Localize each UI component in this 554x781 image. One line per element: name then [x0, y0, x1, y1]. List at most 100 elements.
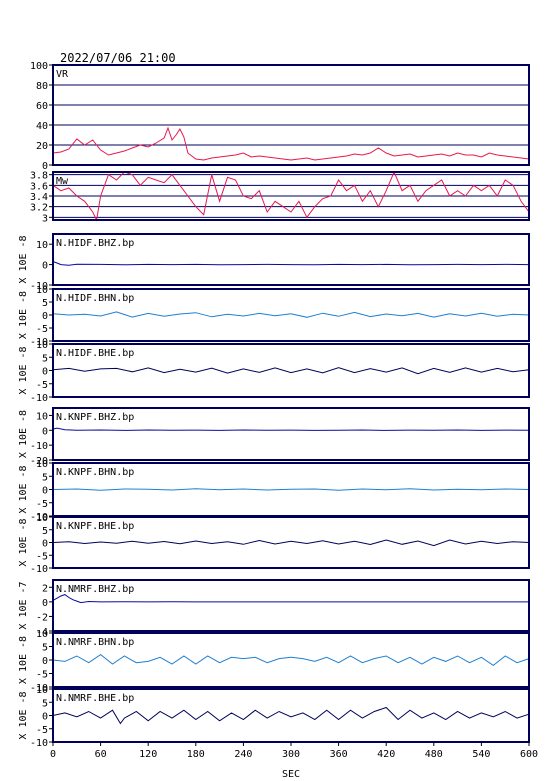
y-axis-label: X 10E -8: [18, 235, 29, 283]
panel-label: VR: [56, 69, 69, 80]
y-tick-label: 10: [36, 285, 48, 296]
y-tick-label: 0: [42, 539, 48, 550]
y-tick-label: 10: [36, 513, 48, 524]
y-tick-label: -4: [36, 627, 48, 638]
panel-6: -10 -5 0 5 10 N.KNPF.BHN.bp X 10E -8: [18, 459, 530, 523]
panel-9: -10 -5 0 5 10 N.NMRF.BHN.bp X 10E -8: [18, 629, 530, 694]
x-tick-label: 420: [377, 749, 395, 760]
y-tick-label: -5: [36, 499, 48, 510]
y-tick-label: 10: [36, 459, 48, 470]
y-tick-label: -2: [36, 612, 48, 623]
y-tick-label: 3.4: [30, 192, 48, 203]
y-tick-label: 2: [42, 583, 48, 594]
x-tick-label: 480: [425, 749, 443, 760]
y-tick-label: 5: [42, 353, 48, 364]
y-tick-label: 3: [42, 213, 48, 224]
y-tick-label: 10: [36, 411, 48, 422]
series-line-N.KNPF.BHN.bp: [52, 488, 530, 491]
panel-0: 0 20 40 60 80 100 VR: [30, 61, 530, 172]
x-tick-label: 180: [187, 749, 205, 760]
y-tick-label: 0: [42, 656, 48, 667]
panel-label: N.KNPF.BHN.bp: [56, 467, 134, 478]
y-axis-label: X 10E -8: [18, 518, 29, 566]
y-tick-label: 80: [36, 81, 48, 92]
y-tick-label: -5: [36, 670, 48, 681]
panel-4: -10 -5 0 5 10 N.HIDF.BHE.bp X 10E -8: [18, 340, 530, 404]
y-tick-label: 5: [42, 472, 48, 483]
y-tick-label: -10: [30, 281, 48, 292]
y-tick-label: 0: [42, 486, 48, 497]
series-line-N.NMRF.BHN.bp: [52, 653, 530, 667]
series-line-N.NMRF.BHE.bp: [52, 706, 530, 725]
panel-label: N.HIDF.BHZ.bp: [56, 238, 134, 249]
x-tick-label: 540: [472, 749, 490, 760]
y-tick-label: 100: [30, 61, 48, 72]
panel-label: N.NMRF.BHN.bp: [56, 637, 134, 648]
y-tick-label: 5: [42, 298, 48, 309]
panel-label: N.NMRF.BHZ.bp: [56, 584, 134, 595]
y-axis-label: X 10E -8: [18, 465, 29, 513]
y-axis-label: X 10E -8: [18, 691, 29, 739]
y-tick-label: 0: [42, 367, 48, 378]
panel-frame: [52, 64, 530, 166]
y-tick-label: 0: [42, 426, 48, 437]
x-axis-label: SEC: [282, 769, 300, 780]
y-tick-label: -10: [30, 512, 48, 523]
y-tick-label: -10: [30, 738, 48, 749]
y-axis-label: X 10E -8: [18, 291, 29, 339]
panel-10: -10 -5 0 5 10 N.NMRF.BHE.bp X 10E -8: [18, 685, 530, 749]
y-tick-label: 10: [36, 685, 48, 696]
series-line-N.KNPF.BHZ.bp: [52, 427, 530, 431]
panel-label: N.HIDF.BHN.bp: [56, 293, 134, 304]
panel-2: -10 0 10 N.HIDF.BHZ.bp X 10E -8: [18, 233, 530, 292]
x-tick-label: 120: [139, 749, 157, 760]
y-tick-label: 3.6: [30, 181, 48, 192]
y-tick-label: -10: [30, 337, 48, 348]
panel-1: 33.23.43.63.8 Mw: [30, 171, 530, 224]
y-axis-label: X 10E -8: [18, 346, 29, 394]
x-tick-label: 240: [234, 749, 252, 760]
y-tick-label: 10: [36, 629, 48, 640]
y-tick-label: -5: [36, 324, 48, 335]
series-line-N.HIDF.BHE.bp: [52, 367, 530, 375]
y-tick-label: 5: [42, 643, 48, 654]
panel-label: N.HIDF.BHE.bp: [56, 348, 134, 359]
y-tick-label: 3.8: [30, 171, 48, 182]
y-tick-label: 5: [42, 526, 48, 537]
y-tick-label: 0: [42, 598, 48, 609]
panel-frame: [52, 579, 530, 632]
panel-7: -10 -50 5 10 N.KNPF.BHE.bp X 10E -8: [18, 513, 530, 575]
panel-label: N.KNPF.BHE.bp: [56, 521, 134, 532]
y-tick-label: 0: [42, 712, 48, 723]
x-tick-label: 300: [282, 749, 300, 760]
x-tick-label: 360: [330, 749, 348, 760]
x-axis: 0 60 120 180 240 300 360 420 480 540 600: [50, 742, 538, 760]
y-tick-label: 10: [36, 340, 48, 351]
panel-frame: [52, 407, 530, 461]
y-tick-label: 10: [36, 240, 48, 251]
x-tick-label: 60: [95, 749, 107, 760]
panel-8: -4 -2 0 2 N.NMRF.BHZ.bp X 10E -7: [18, 579, 530, 638]
y-axis-label: X 10E -8: [18, 410, 29, 458]
y-tick-label: 3.2: [30, 203, 48, 214]
series-line-N.KNPF.BHE.bp: [52, 539, 530, 547]
series-line-N.HIDF.BHZ.bp: [52, 261, 530, 266]
panel-3: -10 -5 0 5 10 N.HIDF.BHN.bp X 10E -8: [18, 285, 530, 348]
panel-5: -20 -10 0 10 N.KNPF.BHZ.bp X 10E -8: [18, 407, 530, 467]
y-tick-label: -10: [30, 441, 48, 452]
x-tick-label: 0: [50, 749, 56, 760]
y-tick-label: -20: [30, 456, 48, 467]
series-line-VR: [52, 126, 530, 161]
series-line-N.NMRF.BHZ.bp: [52, 594, 529, 604]
y-tick-label: -10: [30, 393, 48, 404]
y-axis-label: X 10E -8: [18, 636, 29, 684]
series-line-N.HIDF.BHN.bp: [52, 311, 530, 318]
y-tick-label: -5: [36, 380, 48, 391]
y-tick-label: 0: [42, 261, 48, 272]
panel-label: N.KNPF.BHZ.bp: [56, 412, 134, 423]
y-tick-label: 20: [36, 141, 48, 152]
y-tick-label: 5: [42, 698, 48, 709]
y-tick-label: 0: [42, 161, 48, 172]
y-tick-label: -10: [30, 683, 48, 694]
